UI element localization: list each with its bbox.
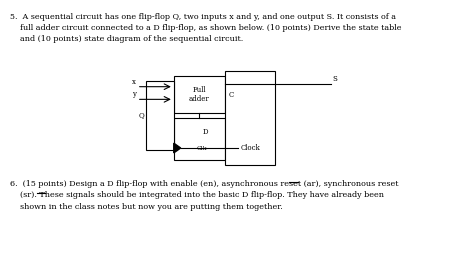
Text: 5.  A sequential circuit has one flip-flop Q, two inputs x and y, and one output: 5. A sequential circuit has one flip-flo… (10, 13, 396, 21)
Bar (174, 119, 225, 159)
Text: 6.  (15 points) Design a D flip-flop with enable (en), asynchronous reset (ar), : 6. (15 points) Design a D flip-flop with… (10, 180, 399, 188)
Bar (174, 76, 225, 114)
Bar (225, 72, 275, 166)
Text: full adder circuit connected to a D flip-flop, as shown below. (10 points) Deriv: full adder circuit connected to a D flip… (10, 24, 401, 32)
Text: C: C (228, 91, 234, 99)
Text: shown in the class notes but now you are putting them together.: shown in the class notes but now you are… (10, 203, 283, 211)
Text: x: x (132, 78, 136, 86)
Text: D: D (202, 128, 208, 136)
Text: (sr). These signals should be integrated into the basic D flip-flop. They have a: (sr). These signals should be integrated… (10, 191, 384, 199)
Text: Clock: Clock (240, 144, 260, 152)
Text: Q: Q (138, 111, 144, 119)
Text: S: S (333, 75, 337, 83)
Text: and (10 points) state diagram of the sequential circuit.: and (10 points) state diagram of the seq… (10, 35, 244, 43)
Bar (146, 81, 174, 150)
Polygon shape (174, 143, 181, 153)
Text: Clk: Clk (196, 145, 207, 150)
Text: y: y (132, 90, 136, 98)
Text: Full
adder: Full adder (189, 86, 210, 103)
